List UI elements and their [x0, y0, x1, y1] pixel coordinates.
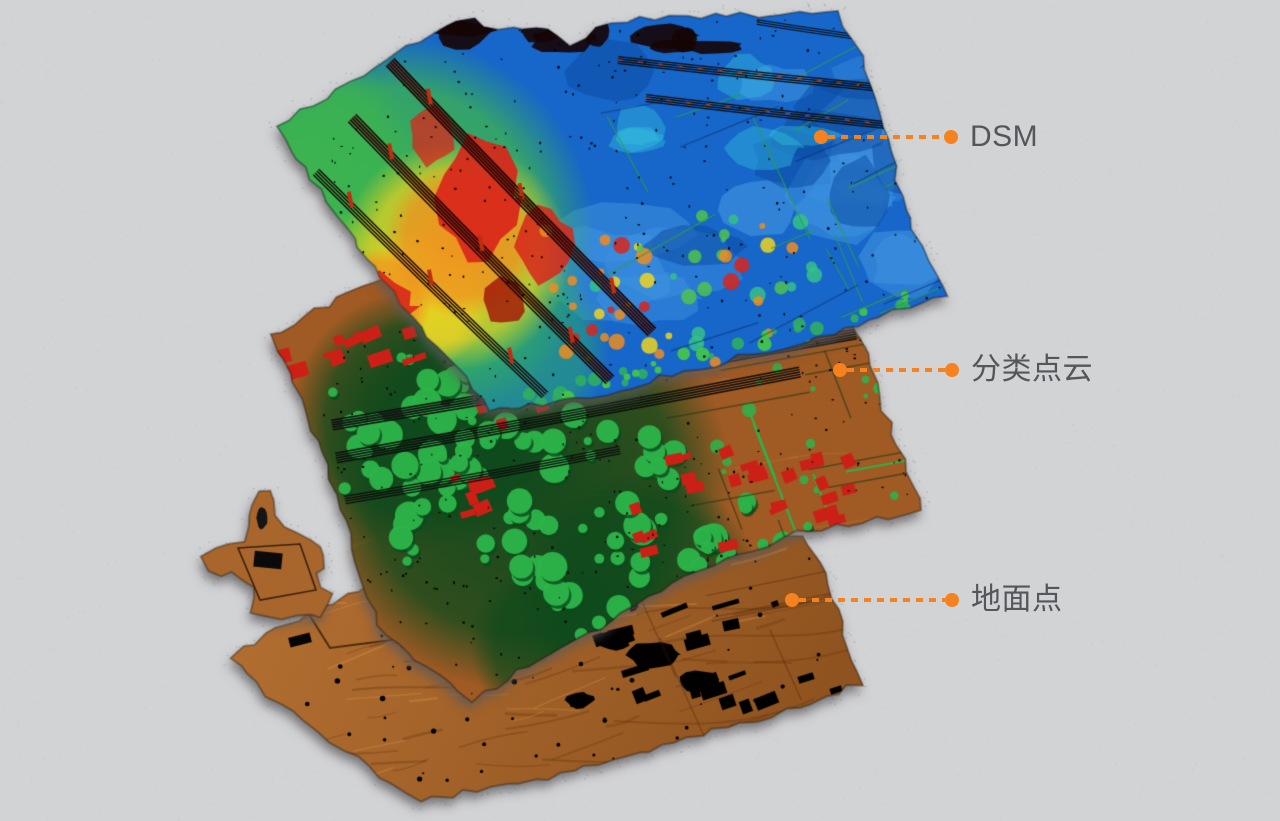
callout-ground-anchor-dot	[785, 593, 799, 607]
layer-label-classified-point-cloud: 分类点云	[971, 353, 1093, 386]
layer-label-dsm: DSM	[970, 120, 1039, 153]
callout-dsm-anchor-dot	[814, 130, 828, 144]
callout-classified-end-dot	[945, 363, 959, 377]
callout-dsm-dotted-line	[828, 134, 944, 140]
callout-ground-dotted-line	[799, 597, 945, 603]
callout-classified-point-cloud: 分类点云	[833, 355, 1093, 385]
callout-ground-end-dot	[945, 593, 959, 607]
callout-dsm: DSM	[814, 122, 1038, 152]
callout-ground-points: 地面点	[785, 585, 1063, 615]
callout-classified-anchor-dot	[833, 363, 847, 377]
callout-dsm-end-dot	[944, 130, 958, 144]
layer-label-ground-points: 地面点	[971, 583, 1063, 616]
callout-classified-dotted-line	[847, 367, 945, 373]
